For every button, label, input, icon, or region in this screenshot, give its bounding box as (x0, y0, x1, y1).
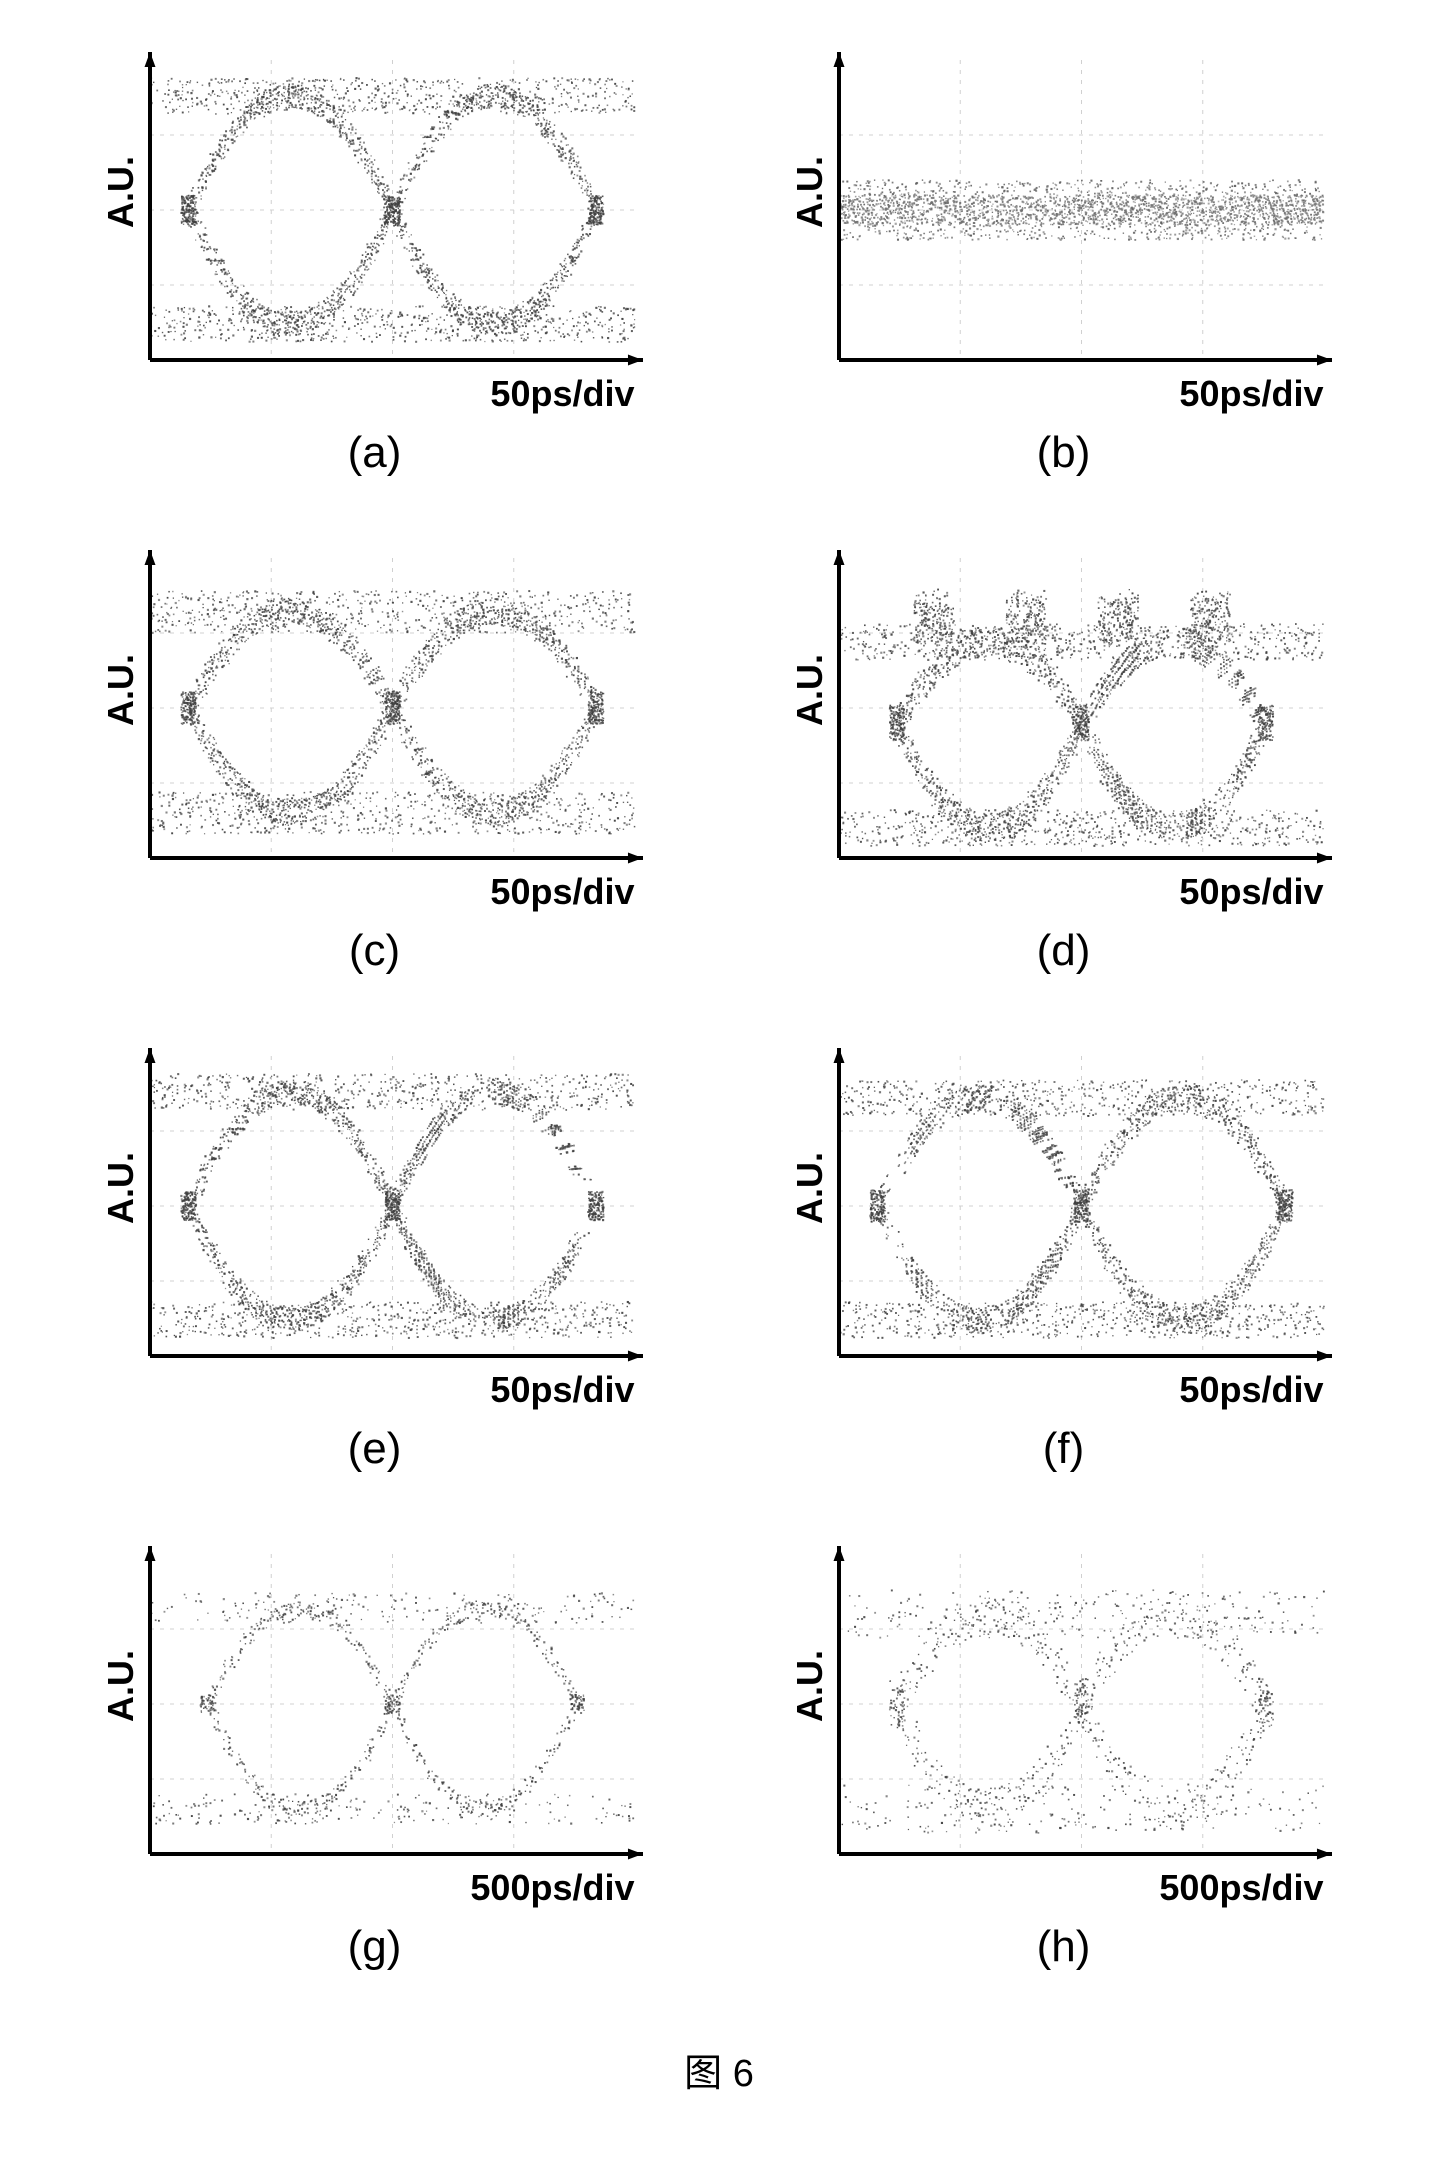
x-axis-label: 500ps/div (1159, 1867, 1323, 1909)
panel-b: A.U. 50ps/div (b) (749, 40, 1378, 478)
eye-diagram-b: A.U. 50ps/div (784, 40, 1344, 420)
eye-diagram-e: A.U. 50ps/div (95, 1036, 655, 1416)
eye-diagram-g: A.U. 500ps/div (95, 1534, 655, 1914)
y-axis-label: A.U. (100, 156, 142, 228)
x-axis-label: 50ps/div (1179, 373, 1323, 415)
y-axis-label: A.U. (789, 654, 831, 726)
panel-g: A.U. 500ps/div (g) (60, 1534, 689, 1972)
eye-svg-h (784, 1534, 1344, 1914)
eye-svg-c (95, 538, 655, 918)
panel-label-b: (b) (1037, 428, 1091, 478)
eye-svg-f (784, 1036, 1344, 1416)
panel-label-h: (h) (1037, 1922, 1091, 1972)
eye-diagram-c: A.U. 50ps/div (95, 538, 655, 918)
eye-svg-b (784, 40, 1344, 420)
eye-svg-a (95, 40, 655, 420)
figure-grid: A.U. 50ps/div (a) A.U. 50ps/div (b) A.U. 50ps/d… (20, 20, 1418, 1992)
x-axis-label: 50ps/div (490, 1369, 634, 1411)
panel-e: A.U. 50ps/div (e) (60, 1036, 689, 1474)
eye-diagram-h: A.U. 500ps/div (784, 1534, 1344, 1914)
x-axis-label: 50ps/div (490, 871, 634, 913)
x-axis-label: 50ps/div (1179, 1369, 1323, 1411)
panel-label-c: (c) (349, 926, 400, 976)
x-axis-label: 500ps/div (470, 1867, 634, 1909)
panel-label-a: (a) (348, 428, 402, 478)
figure-caption: 图 6 (20, 2042, 1418, 2097)
y-axis-label: A.U. (789, 156, 831, 228)
panel-c: A.U. 50ps/div (c) (60, 538, 689, 976)
panel-label-e: (e) (348, 1424, 402, 1474)
y-axis-label: A.U. (100, 654, 142, 726)
eye-svg-e (95, 1036, 655, 1416)
panel-label-f: (f) (1043, 1424, 1085, 1474)
panel-label-g: (g) (348, 1922, 402, 1972)
eye-diagram-f: A.U. 50ps/div (784, 1036, 1344, 1416)
panel-a: A.U. 50ps/div (a) (60, 40, 689, 478)
y-axis-label: A.U. (100, 1152, 142, 1224)
panel-h: A.U. 500ps/div (h) (749, 1534, 1378, 1972)
panel-label-d: (d) (1037, 926, 1091, 976)
x-axis-label: 50ps/div (1179, 871, 1323, 913)
x-axis-label: 50ps/div (490, 373, 634, 415)
panel-d: A.U. 50ps/div (d) (749, 538, 1378, 976)
y-axis-label: A.U. (789, 1152, 831, 1224)
eye-diagram-d: A.U. 50ps/div (784, 538, 1344, 918)
panel-f: A.U. 50ps/div (f) (749, 1036, 1378, 1474)
eye-svg-d (784, 538, 1344, 918)
y-axis-label: A.U. (789, 1650, 831, 1722)
eye-svg-g (95, 1534, 655, 1914)
eye-diagram-a: A.U. 50ps/div (95, 40, 655, 420)
y-axis-label: A.U. (100, 1650, 142, 1722)
